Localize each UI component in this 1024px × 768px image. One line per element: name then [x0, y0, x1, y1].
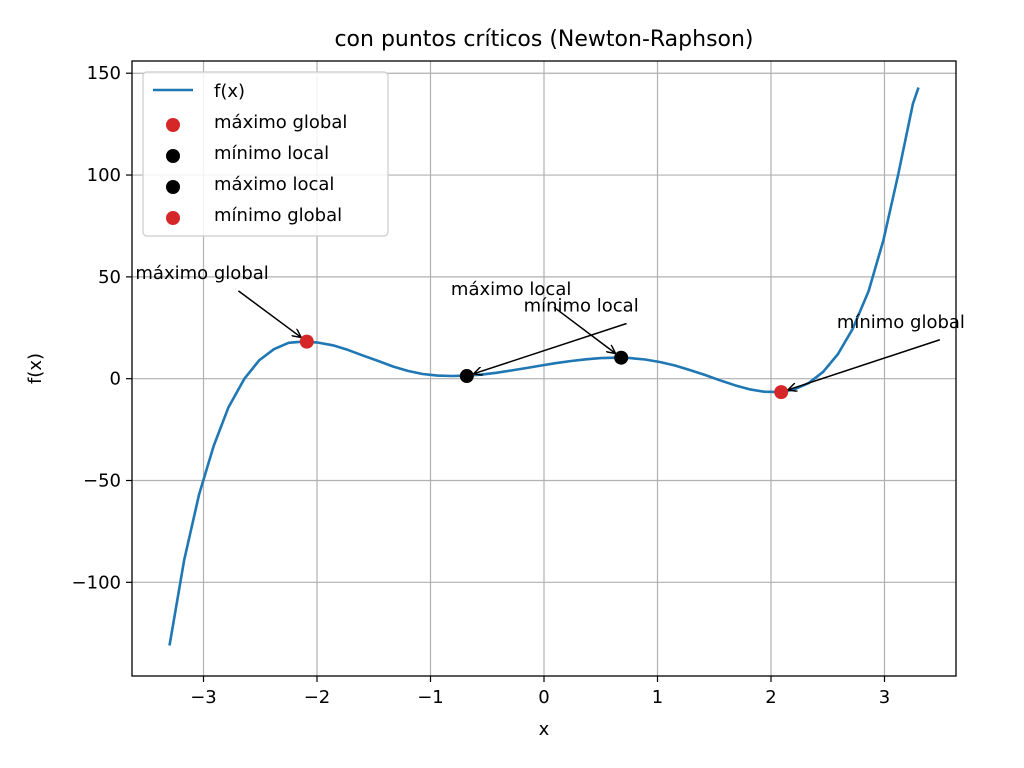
critical-point-marker	[614, 350, 629, 365]
annotation-label: mínimo global	[837, 312, 965, 333]
x-tick-label: 2	[765, 687, 776, 708]
legend-label: mínimo local	[214, 143, 329, 164]
chart-title: con puntos críticos (Newton-Raphson)	[334, 27, 753, 52]
annotation-label: mínimo local	[524, 295, 639, 316]
y-tick-label: 0	[110, 369, 121, 390]
y-tick-label: 50	[98, 267, 121, 288]
x-tick-label: −2	[304, 687, 331, 708]
legend: f(x) máximo global mínimo local máximo loca…	[142, 71, 389, 237]
x-tick-label: 0	[538, 687, 549, 708]
annotation-label: máximo global	[135, 263, 268, 284]
axis-ticks: −3 −2 −1 0 1 2 3 −100 −50 0 50 100 150	[72, 63, 891, 708]
y-tick-label: 150	[87, 63, 121, 84]
y-tick-label: 100	[87, 165, 121, 186]
y-axis-label: f(x)	[25, 353, 46, 384]
legend-dot-swatch	[166, 211, 180, 225]
y-tick-label: −50	[83, 471, 121, 492]
annotation-arrow	[553, 306, 616, 353]
x-tick-label: −3	[190, 687, 217, 708]
x-tick-label: 1	[652, 687, 663, 708]
y-tick-label: −100	[72, 572, 121, 593]
legend-dot-swatch	[166, 149, 180, 163]
x-axis-label: x	[539, 719, 550, 740]
legend-label: máximo local	[214, 174, 334, 195]
legend-box	[142, 71, 389, 237]
annotation-arrow	[788, 339, 941, 390]
critical-point-marker	[299, 334, 314, 349]
series-layer	[168, 87, 920, 646]
critical-points	[299, 334, 789, 400]
annotation-arrow	[473, 322, 627, 373]
legend-label: f(x)	[214, 81, 245, 102]
annotation-arrow	[237, 290, 301, 338]
x-tick-label: 3	[879, 687, 890, 708]
critical-point-marker	[459, 369, 474, 384]
legend-dot-swatch	[166, 118, 180, 132]
x-tick-label: −1	[417, 687, 444, 708]
legend-label: máximo global	[214, 112, 347, 133]
legend-dot-swatch	[166, 180, 180, 194]
legend-label: mínimo global	[214, 205, 342, 226]
annotation-label: máximo local	[451, 279, 571, 300]
critical-point-marker	[774, 385, 789, 400]
series-line-fx	[168, 87, 920, 646]
